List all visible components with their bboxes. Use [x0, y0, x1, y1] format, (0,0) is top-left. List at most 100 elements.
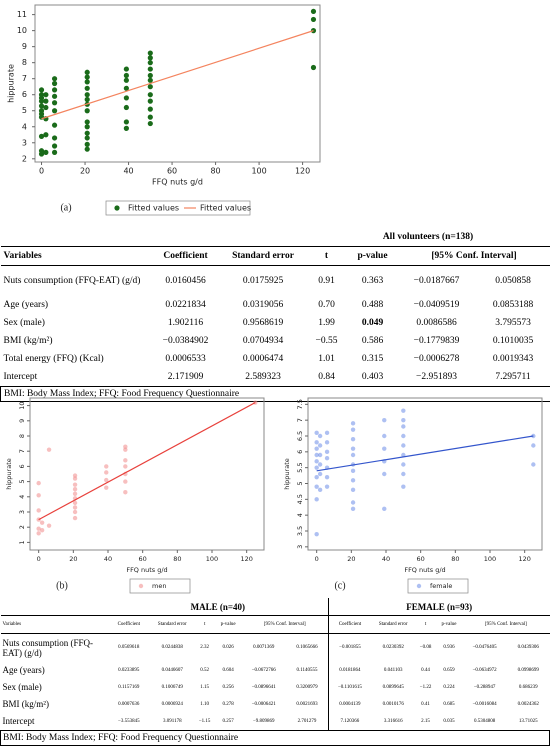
y-axis-title: hippurate — [5, 458, 13, 490]
point — [531, 462, 535, 466]
table-cell: −9.809869 — [241, 713, 286, 731]
point — [148, 107, 153, 112]
table-cell: 0.0019343 — [476, 350, 550, 368]
panel-label: (a) — [60, 202, 71, 213]
table-cell: 0.363 — [348, 266, 398, 296]
point — [85, 70, 90, 75]
y-tick-label: 3 — [296, 545, 304, 549]
x-tick-label: 60 — [417, 555, 425, 563]
table-cell: −1.22 — [416, 679, 436, 696]
point — [314, 532, 318, 536]
table-row: All volunteers (n=138) — [1, 228, 550, 247]
table-cell: 0.1157169 — [108, 679, 150, 696]
point — [148, 115, 153, 120]
table-cell: BMI (kg/m²) — [1, 696, 108, 713]
table-cell: 2.171909 — [151, 368, 221, 387]
point — [104, 470, 108, 474]
y-tick-label: 4 — [18, 495, 26, 499]
table-cell: 0.0086586 — [398, 314, 476, 332]
point — [325, 431, 329, 435]
table-cell: −0.0409519 — [398, 296, 476, 314]
point — [382, 434, 386, 438]
point — [253, 400, 257, 404]
table-cell: FEMALE (n=93) — [328, 598, 549, 616]
table-cell: MALE (n=40) — [108, 598, 329, 616]
table-cell: 0.1010035 — [476, 332, 550, 350]
y-tick-label: 10 — [17, 26, 27, 35]
y-tick-label: 7 — [22, 74, 27, 83]
table-cell: [95% Conf. Interval] — [398, 247, 550, 266]
point — [85, 119, 90, 124]
point — [311, 65, 316, 70]
table-cell: 0.0244838 — [150, 634, 195, 662]
fit-line — [317, 436, 534, 471]
plot-frame — [30, 398, 264, 550]
point — [124, 105, 129, 110]
table-cell: 0.0175925 — [221, 266, 306, 296]
y-tick-label: 6 — [22, 90, 27, 99]
point — [52, 100, 57, 105]
table-cell: −0.1779839 — [398, 332, 476, 350]
point — [314, 431, 318, 435]
table-cell: 0.0181864 — [328, 662, 370, 679]
x-tick-label: 60 — [139, 555, 147, 563]
table-cell: 13.71025 — [507, 713, 550, 731]
table-cell: 0.0853188 — [476, 296, 550, 314]
point — [314, 440, 318, 444]
point — [318, 434, 322, 438]
y-tick-label: 2 — [18, 525, 26, 529]
table-cell: t — [195, 616, 215, 634]
point — [318, 472, 322, 476]
table-cell: 0.41 — [416, 696, 436, 713]
point — [43, 150, 48, 155]
point — [148, 121, 153, 126]
table-cell: Variables — [1, 247, 151, 266]
table-cell: 2.701279 — [286, 713, 328, 731]
point — [318, 453, 322, 457]
x-axis-title: FFQ nuts g/d — [126, 566, 167, 574]
x-tick-label: 120 — [518, 555, 530, 563]
table-cell: 0.0010176 — [371, 696, 416, 713]
point — [401, 408, 405, 412]
point — [351, 453, 355, 457]
table-cell: 0.0439306 — [507, 634, 550, 662]
point — [123, 444, 127, 448]
x-tick-label: 20 — [80, 167, 90, 176]
table-cell: p-value — [215, 616, 242, 634]
point — [85, 124, 90, 129]
y-tick-label: 3 — [18, 510, 26, 514]
x-tick-label: 0 — [37, 555, 41, 563]
point — [85, 79, 90, 84]
point — [73, 492, 77, 496]
point — [351, 446, 355, 450]
point — [382, 507, 386, 511]
table-cell: 0.936 — [436, 634, 463, 662]
table-cell: 0.0007636 — [108, 696, 150, 713]
table-cell: 0.586 — [348, 332, 398, 350]
point — [148, 60, 153, 65]
table-cell: 1.01 — [306, 350, 348, 368]
y-axis-title: hippurate — [7, 64, 16, 103]
x-tick-label: 80 — [451, 555, 459, 563]
y-tick-label: 10 — [18, 401, 26, 409]
point — [47, 447, 51, 451]
point — [52, 135, 57, 140]
point — [40, 520, 44, 524]
point — [314, 497, 318, 501]
table-cell: 0.0021693 — [286, 696, 328, 713]
table-cell: Total energy (FFQ) (Kcal) — [1, 350, 151, 368]
table-cell: 0.0233895 — [108, 662, 150, 679]
point — [52, 108, 57, 113]
fit-line — [39, 403, 256, 520]
point — [52, 150, 57, 155]
point — [39, 87, 44, 92]
point — [401, 418, 405, 422]
point — [124, 119, 129, 124]
table-cell: −0.0672766 — [241, 662, 286, 679]
table-cell: 0.488 — [348, 296, 398, 314]
table-cell: 0.0319056 — [221, 296, 306, 314]
table-cell: 0.256 — [215, 679, 242, 696]
